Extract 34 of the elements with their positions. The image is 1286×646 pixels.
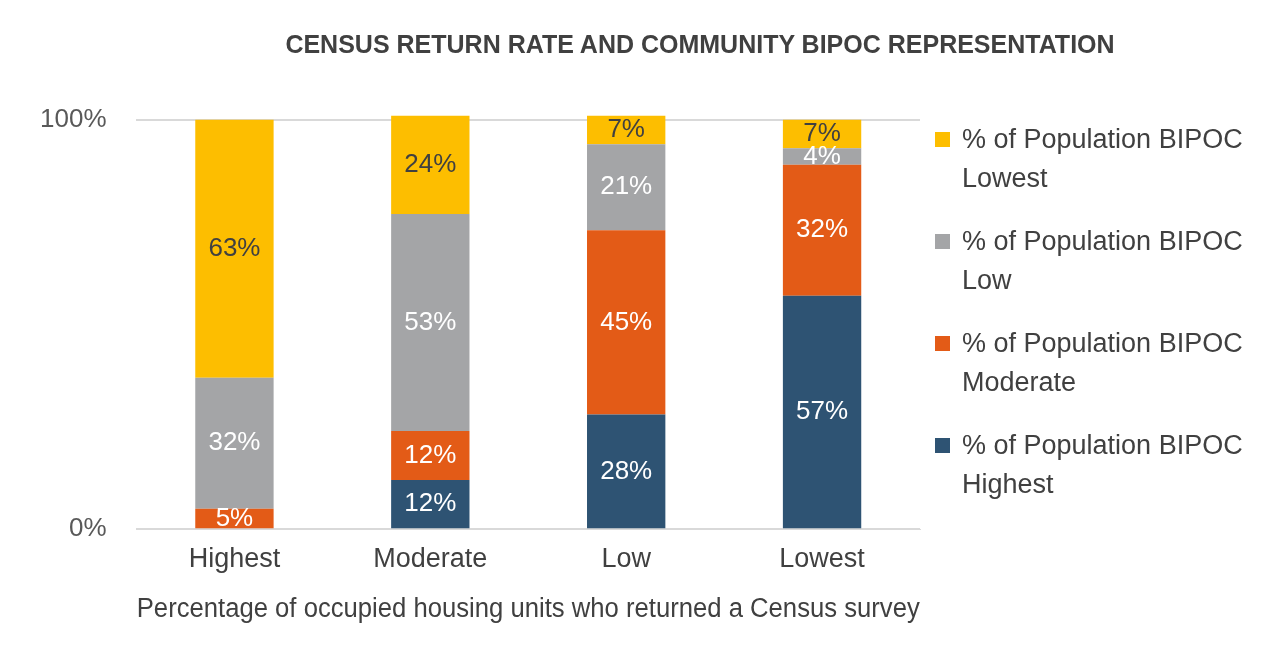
data-label: 24%: [404, 147, 457, 178]
data-label: 7%: [607, 113, 645, 144]
bar: [391, 213, 470, 431]
data-label: 5%: [215, 501, 254, 532]
bar: [195, 377, 274, 509]
data-label: 32%: [796, 213, 849, 244]
data-label: 63%: [208, 231, 261, 262]
x-tick-label: Moderate: [373, 542, 488, 573]
data-label: 45%: [600, 305, 653, 336]
y-tick-label: 100%: [40, 102, 107, 133]
legend-label: % of Population BIPOC Lowest: [962, 123, 1244, 195]
data-label: 21%: [600, 170, 653, 201]
x-axis-title: Percentage of occupied housing units who returned a Census survey: [136, 592, 921, 624]
bar: [587, 414, 666, 529]
data-label: 12%: [404, 487, 457, 518]
x-tick-label: Highest: [188, 542, 281, 573]
chart-title: CENSUS RETURN RATE AND COMMUNITY BIPOC REPRESENTATION: [284, 30, 1116, 59]
legend-label: % of Population BIPOC Low: [962, 225, 1244, 297]
bar: [195, 119, 274, 378]
data-label: 28%: [600, 454, 653, 485]
bar: [782, 164, 862, 296]
bar: [587, 144, 666, 231]
x-tick-label: Lowest: [779, 542, 866, 573]
data-label: 53%: [404, 305, 457, 336]
bar: [587, 230, 666, 415]
data-label: 32%: [208, 426, 261, 457]
bar: [391, 115, 470, 214]
bar: [782, 295, 862, 529]
data-label: 12%: [404, 438, 457, 469]
x-tick-label: Low: [601, 542, 652, 573]
y-tick-label: 0%: [68, 512, 107, 543]
legend-label: % of Population BIPOC Highest: [962, 429, 1244, 501]
legend-label: % of Population BIPOC Moderate: [962, 327, 1244, 399]
data-label: 57%: [796, 395, 849, 426]
